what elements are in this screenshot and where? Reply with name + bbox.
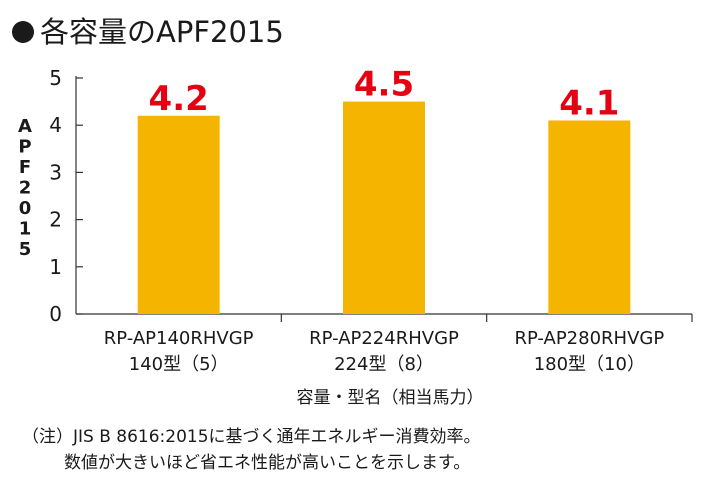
category-model-label: RP-AP140RHVGP [104,328,254,349]
y-axis-label-char: 5 [19,239,32,260]
y-tick-label: 3 [49,160,62,184]
chart-title: 各容量のAPF2015 [12,10,284,54]
y-axis-label-char: F [19,157,31,178]
y-tick-label: 1 [49,255,62,279]
y-axis-ticks: 0 1 2 3 4 5 [49,66,83,326]
value-labels: 4.2 4.5 4.1 [149,65,620,124]
y-tick-label: 2 [49,208,62,232]
y-tick-label: 5 [49,66,62,90]
y-axis-label-char: A [18,116,32,137]
x-axis-category-labels: RP-AP140RHVGP 140型（5） RP-AP224RHVGP 224型（8）… [104,328,665,375]
y-axis-label-char: P [18,137,31,158]
bar [548,120,631,314]
y-axis-label-char: 0 [19,198,32,219]
footnote-line-2: 数値が大きいほど省エネ性能が高いことを示します。 [64,453,471,473]
y-axis-label: APF2015 [18,116,32,260]
bullet-icon [12,21,34,43]
value-label: 4.2 [149,79,209,119]
category-size-label: 224型（8） [334,354,434,375]
value-label: 4.5 [354,65,414,105]
category-model-label: RP-AP280RHVGP [514,328,664,349]
category-size-label: 140型（5） [129,354,229,375]
bar [137,115,220,314]
footnote: （注）JIS B 8616:2015に基づく通年エネルギー消費効率。 数値が大き… [22,424,481,476]
bar [343,101,425,314]
footnote-line-1: （注）JIS B 8616:2015に基づく通年エネルギー消費効率。 [22,427,481,447]
x-axis-title: 容量・型名（相当馬力） [297,388,484,408]
y-axis-label-char: 1 [19,219,32,240]
value-label: 4.1 [559,83,619,123]
chart-title-text: 各容量のAPF2015 [40,15,284,49]
y-axis-label-char: 2 [19,178,32,199]
category-size-label: 180型（10） [534,354,645,375]
y-tick-label: 4 [49,113,62,137]
bars [137,101,631,314]
y-tick-label: 0 [49,302,62,326]
category-model-label: RP-AP224RHVGP [309,328,459,349]
